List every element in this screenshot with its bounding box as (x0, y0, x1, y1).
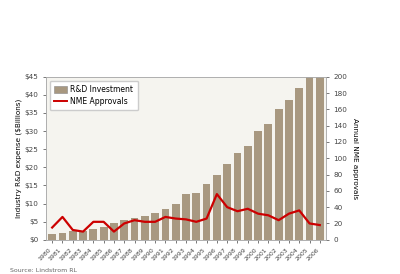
Bar (110, 224, 118, 240)
Text: Figure 2. Regulatory barriers impact innovation: Figure 2. Regulatory barriers impact inn… (10, 14, 309, 24)
Bar (182, 195, 190, 240)
Bar (192, 193, 200, 240)
Bar (244, 145, 252, 240)
Bar (90, 229, 97, 240)
Bar (100, 227, 108, 240)
Bar (306, 66, 313, 240)
Bar (151, 213, 159, 240)
Bar (69, 231, 77, 240)
Legend: R&D Investment, NME Approvals: R&D Investment, NME Approvals (50, 81, 138, 110)
Text: External trends: R&D Productivity is Decreasing: External trends: R&D Productivity is Dec… (10, 45, 226, 54)
Y-axis label: Annual NME approvals: Annual NME approvals (352, 118, 358, 199)
Bar (295, 88, 303, 240)
Bar (48, 234, 56, 240)
Y-axis label: Industry R&D expense ($Billions): Industry R&D expense ($Billions) (15, 99, 22, 218)
Bar (203, 184, 210, 240)
Bar (141, 216, 149, 240)
Bar (59, 233, 66, 240)
Bar (285, 100, 293, 240)
Bar (79, 231, 87, 240)
Bar (316, 41, 324, 240)
Bar (254, 131, 262, 240)
Bar (131, 218, 138, 240)
Bar (275, 109, 282, 240)
Bar (213, 175, 221, 240)
Bar (223, 164, 231, 240)
Bar (234, 153, 241, 240)
Text: Source: Lindstrom RL: Source: Lindstrom RL (10, 268, 77, 273)
Bar (162, 209, 169, 240)
Bar (264, 124, 272, 240)
Bar (120, 220, 128, 240)
Bar (172, 204, 180, 240)
